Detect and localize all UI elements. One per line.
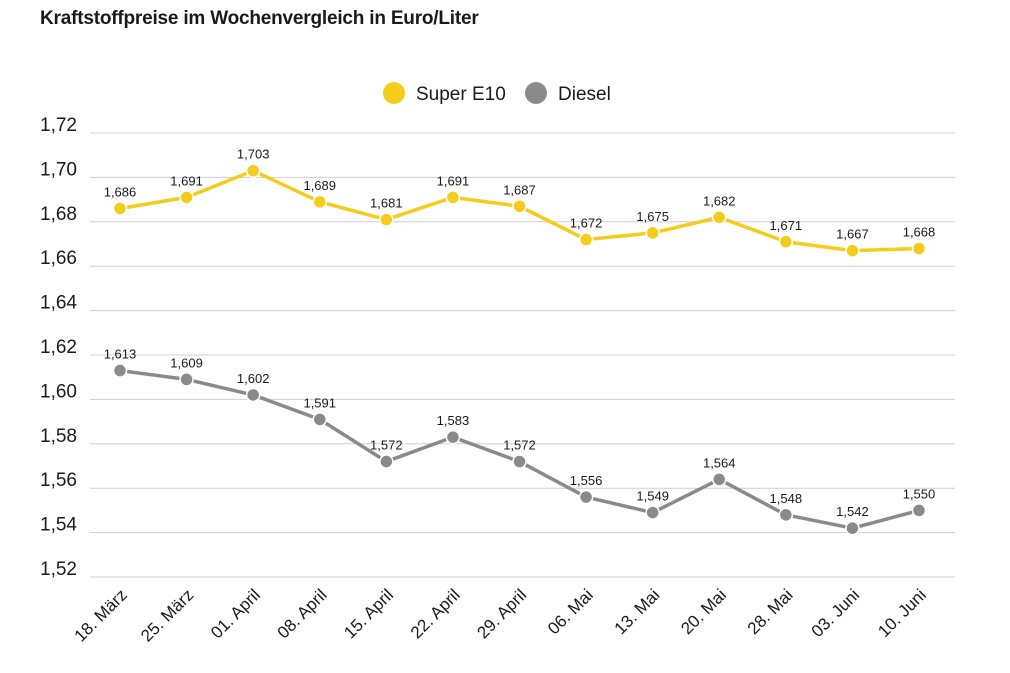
data-point [179, 190, 194, 205]
x-tick-label: 18. März [71, 585, 131, 645]
data-point [778, 234, 794, 250]
data-label: 1,691 [437, 173, 470, 188]
data-point [845, 243, 860, 258]
data-label: 1,682 [703, 193, 736, 208]
data-label: 1,671 [770, 218, 803, 233]
legend-marker [525, 82, 547, 104]
y-tick-label: 1,60 [40, 381, 77, 402]
x-tick-label: 20. Mai [677, 585, 730, 638]
data-point [578, 489, 594, 505]
data-label: 1,549 [636, 489, 669, 504]
y-tick-label: 1,62 [40, 337, 77, 358]
data-label: 1,602 [237, 371, 270, 386]
data-point [445, 429, 461, 445]
legend: Super E10 Diesel [383, 82, 611, 105]
data-point [379, 212, 394, 227]
y-axis-ticks: 1,72 1,70 1,68 1,66 1,64 1,62 1,60 1,58 1,56 1,54… [40, 115, 77, 580]
x-axis-ticks: 18. März 25. März 01. April 08. April 15. Ap… [71, 585, 930, 645]
data-point [911, 503, 927, 518]
y-tick-label: 1,70 [40, 159, 77, 180]
data-point [845, 520, 860, 536]
y-tick-label: 1,72 [40, 115, 77, 136]
data-label: 1,583 [437, 413, 470, 428]
y-tick-label: 1,64 [40, 293, 77, 314]
data-point [712, 472, 727, 487]
data-label: 1,691 [170, 173, 203, 188]
data-point [112, 201, 128, 216]
legend-marker [383, 82, 405, 104]
x-tick-label: 10. Juni [874, 585, 930, 641]
y-tick-label: 1,58 [40, 426, 77, 447]
data-label: 1,572 [370, 438, 403, 453]
data-label: 1,564 [703, 455, 736, 470]
x-tick-label: 25. März [137, 585, 197, 645]
y-tick-label: 1,52 [40, 559, 77, 580]
data-label: 1,548 [770, 491, 803, 506]
legend-label: Diesel [558, 84, 611, 105]
data-label: 1,686 [104, 184, 137, 199]
series-super-e10 [112, 163, 927, 258]
data-label: 1,542 [836, 504, 869, 519]
data-point [512, 199, 527, 214]
series-diesel [112, 363, 927, 536]
y-tick-label: 1,56 [40, 470, 77, 491]
legend-label: Super E10 [416, 84, 506, 105]
data-point [179, 372, 194, 387]
data-point [512, 454, 527, 469]
data-point [312, 412, 327, 427]
data-labels: 1,686 1,691 1,703 1,689 1,681 1,691 1,687 1,672… [104, 147, 936, 519]
data-label: 1,572 [503, 438, 536, 453]
data-label: 1,613 [104, 347, 137, 362]
data-label: 1,591 [303, 395, 336, 410]
data-point [911, 241, 927, 256]
data-label: 1,668 [903, 224, 936, 239]
data-point [245, 387, 261, 403]
x-tick-label: 06. Mai [544, 585, 597, 638]
data-point [445, 190, 461, 205]
data-point [645, 505, 660, 520]
data-label: 1,667 [836, 227, 869, 242]
data-point [645, 225, 660, 241]
y-tick-label: 1,54 [40, 515, 77, 536]
data-label: 1,681 [370, 196, 403, 211]
data-label: 1,672 [570, 216, 603, 231]
x-tick-label: 28. Mai [744, 585, 797, 638]
data-point [245, 163, 261, 178]
x-tick-label: 13. Mai [611, 585, 664, 638]
x-tick-label: 08. April [274, 585, 331, 642]
x-tick-label: 15. April [340, 585, 397, 642]
x-tick-label: 22. April [407, 585, 464, 642]
x-tick-label: 29. April [473, 585, 530, 642]
data-point [312, 194, 327, 210]
series-layer [112, 163, 927, 536]
data-point [112, 363, 128, 378]
data-label: 1,609 [170, 355, 203, 370]
data-point [712, 210, 727, 225]
data-label: 1,675 [636, 209, 669, 224]
data-label: 1,550 [903, 486, 936, 501]
data-point [778, 507, 794, 523]
y-tick-label: 1,68 [40, 204, 77, 225]
data-label: 1,556 [570, 473, 603, 488]
data-point [379, 454, 394, 469]
chart-title: Kraftstoffpreise im Wochenvergleich in E… [40, 8, 479, 29]
y-tick-label: 1,66 [40, 248, 77, 269]
x-tick-label: 01. April [207, 585, 264, 642]
data-label: 1,703 [237, 147, 270, 162]
data-label: 1,689 [303, 178, 336, 193]
data-point [578, 232, 594, 247]
x-tick-label: 03. Juni [808, 585, 864, 641]
data-label: 1,687 [503, 182, 536, 197]
grid-layer [90, 132, 955, 578]
